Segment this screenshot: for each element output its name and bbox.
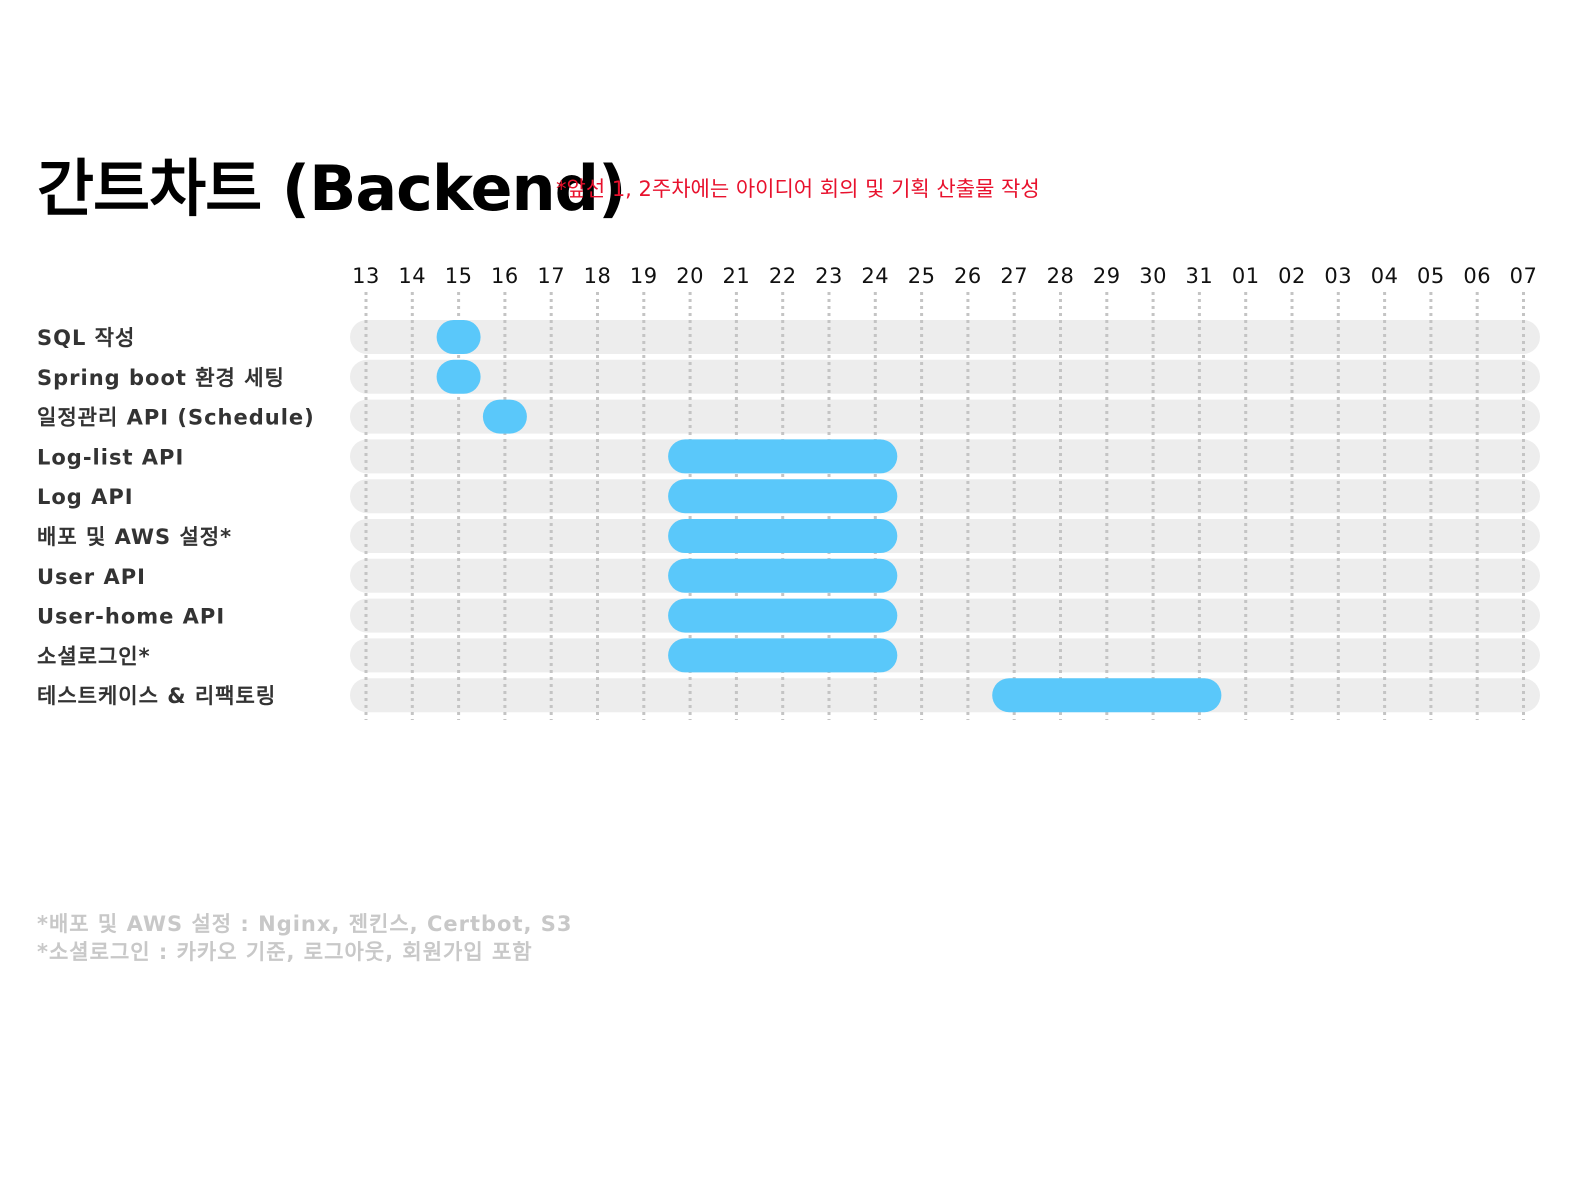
x-tick-label: 26 <box>954 264 982 288</box>
x-axis-ticks: 13 14 15 16 17 18 19 20 21 22 23 24 25 26 27 28 29 30 31 01… <box>352 264 1537 288</box>
row-track <box>350 519 1540 553</box>
task-bar <box>992 678 1222 713</box>
x-tick-label: 03 <box>1324 264 1352 288</box>
row-track <box>350 638 1540 673</box>
x-tick-label: 24 <box>861 264 889 288</box>
task-label: Log-list API <box>37 445 184 469</box>
row-track <box>350 678 1540 713</box>
x-tick-label: 29 <box>1093 264 1121 288</box>
x-tick-label: 02 <box>1278 264 1306 288</box>
task-bar <box>482 399 527 434</box>
x-tick-label: 16 <box>491 264 519 288</box>
task-label: 일정관리 API (Schedule) <box>37 406 315 430</box>
x-tick-label: 13 <box>352 264 380 288</box>
task-bar <box>668 558 898 593</box>
x-tick-label: 21 <box>723 264 751 288</box>
chart-subtitle: *앞선 1, 2주차에는 아이디어 회의 및 기획 산출물 작성 <box>556 177 1040 201</box>
x-tick-label: 27 <box>1000 264 1028 288</box>
task-label: Log API <box>37 485 134 509</box>
task-bar <box>668 638 898 673</box>
x-tick-label: 20 <box>676 264 704 288</box>
task-label: User-home API <box>37 605 225 629</box>
footnote-aws: *배포 및 AWS 설정 : Nginx, 젠킨스, Certbot, S3 <box>37 912 573 936</box>
x-tick-label: 31 <box>1186 264 1214 288</box>
footnotes: *배포 및 AWS 설정 : Nginx, 젠킨스, Certbot, S3 *… <box>37 910 573 966</box>
grid-lines <box>364 292 1525 720</box>
row-track <box>350 439 1540 474</box>
x-tick-label: 18 <box>584 264 612 288</box>
footnote-social-login: *소셜로그인 : 카카오 기준, 로그아웃, 회원가입 포함 <box>37 940 533 964</box>
row-track <box>350 359 1540 394</box>
task-bar <box>668 439 898 474</box>
x-tick-label: 25 <box>908 264 936 288</box>
x-tick-label: 23 <box>815 264 843 288</box>
x-tick-label: 04 <box>1371 264 1399 288</box>
row-track <box>350 598 1540 633</box>
task-bar <box>436 359 481 394</box>
task-label: Spring boot 환경 세팅 <box>37 366 285 390</box>
row-track <box>350 479 1540 514</box>
row-track <box>350 399 1540 434</box>
x-tick-label: 28 <box>1047 264 1075 288</box>
task-label: 소셜로그인* <box>37 644 151 668</box>
row-track <box>350 320 1540 354</box>
task-bar <box>436 320 481 354</box>
x-tick-label: 06 <box>1463 264 1491 288</box>
task-bar <box>668 519 898 553</box>
task-bars <box>436 320 1222 713</box>
row-track <box>350 558 1540 593</box>
task-bar <box>668 598 898 633</box>
x-tick-label: 30 <box>1139 264 1167 288</box>
x-tick-label: 17 <box>537 264 565 288</box>
x-tick-label: 05 <box>1417 264 1445 288</box>
x-tick-label: 07 <box>1510 264 1538 288</box>
chart-title: 간트차트 (Backend) <box>37 152 626 225</box>
task-label: 배포 및 AWS 설정* <box>37 525 232 549</box>
x-tick-label: 22 <box>769 264 797 288</box>
task-label: 테스트케이스 & 리팩토링 <box>37 684 276 708</box>
x-tick-label: 14 <box>398 264 426 288</box>
task-label: SQL 작성 <box>37 326 135 350</box>
x-tick-label: 15 <box>445 264 473 288</box>
x-tick-label: 01 <box>1232 264 1260 288</box>
task-bar <box>668 479 898 514</box>
row-tracks <box>350 320 1540 713</box>
x-tick-label: 19 <box>630 264 658 288</box>
task-label: User API <box>37 565 146 589</box>
